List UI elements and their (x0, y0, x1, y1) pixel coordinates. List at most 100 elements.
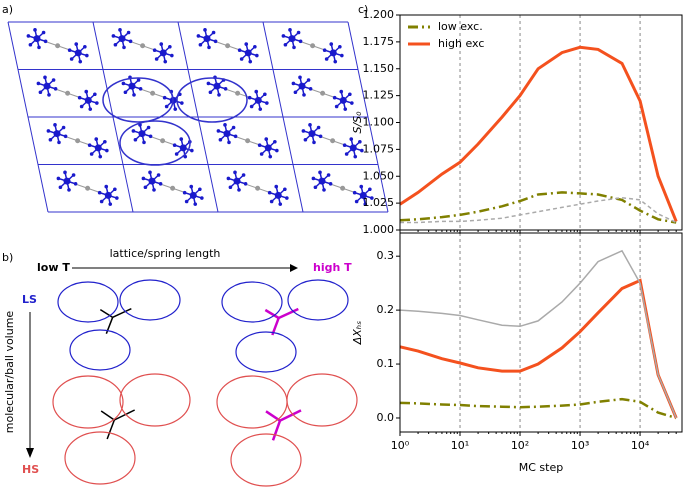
arrow-head (26, 448, 34, 458)
atom (74, 42, 79, 46)
atom (58, 185, 63, 190)
atom (298, 82, 306, 90)
atom (148, 177, 156, 185)
ball (287, 279, 349, 321)
atom (138, 86, 143, 91)
atom (48, 137, 53, 142)
series-line (399, 249, 677, 419)
x-tick-label: 10³ (571, 439, 589, 452)
lattice-diagram (7, 21, 389, 213)
atom (322, 48, 327, 53)
spring (264, 308, 280, 320)
ball (119, 373, 191, 427)
atom (333, 59, 338, 64)
atom (306, 78, 311, 82)
atom (158, 181, 163, 186)
atom (237, 188, 241, 192)
high-t-label: high T (313, 261, 352, 274)
ball (69, 329, 131, 371)
atom (43, 82, 51, 90)
atom (141, 176, 146, 181)
atom (326, 173, 331, 177)
atom (313, 185, 318, 190)
atom (308, 130, 316, 138)
atom (237, 48, 242, 53)
panel-label: a) (2, 3, 13, 16)
atom (164, 104, 169, 109)
atom (274, 184, 279, 189)
atom (363, 202, 368, 206)
atom (303, 137, 308, 142)
y-tick-label: 1.000 (363, 223, 395, 236)
atom (71, 173, 76, 177)
atom (103, 139, 107, 144)
atom (265, 101, 269, 105)
atom (254, 96, 262, 104)
atom (329, 49, 337, 57)
atom (43, 75, 47, 80)
atom (136, 78, 141, 82)
atom (121, 81, 126, 86)
atom (264, 137, 269, 141)
atom (359, 191, 367, 199)
atom (318, 134, 323, 139)
phase-diagram: lattice/spring length low T high T LS HS… (3, 247, 358, 487)
y-tick-label: 1.025 (363, 196, 395, 209)
atom (63, 177, 71, 185)
node (55, 43, 61, 49)
spring (100, 410, 115, 421)
plot-frame (399, 14, 683, 231)
atom (226, 176, 231, 181)
atom (318, 177, 326, 185)
atom (339, 96, 347, 104)
ball (52, 375, 124, 429)
node (85, 185, 91, 191)
atom (291, 81, 296, 86)
atom (281, 34, 286, 38)
atom (267, 190, 272, 195)
atom (179, 144, 187, 152)
atom (148, 134, 153, 139)
node (140, 43, 146, 49)
atom (118, 28, 122, 32)
atom (203, 28, 207, 32)
atom (104, 191, 112, 199)
atom (41, 30, 46, 35)
atom (348, 92, 352, 97)
atom (233, 177, 241, 185)
y-axis-label: ΔXₕₛ (351, 321, 364, 346)
atom (56, 176, 61, 181)
atom (285, 196, 289, 200)
y-tick-label: 1.200 (363, 8, 395, 21)
atom (33, 35, 41, 43)
ball (57, 281, 119, 323)
atom (248, 59, 253, 64)
ball (119, 279, 181, 321)
ball (216, 375, 288, 429)
atom (111, 34, 116, 38)
low-t-label: low T (37, 261, 70, 274)
panel-label: c) (358, 3, 368, 16)
atom (123, 90, 128, 95)
atom (349, 144, 357, 152)
atom (47, 93, 51, 97)
atom (93, 92, 97, 97)
arrow-head (290, 264, 298, 272)
atom (98, 154, 103, 159)
node (320, 90, 326, 96)
atom (316, 125, 321, 130)
atom (193, 202, 198, 206)
atom (36, 81, 41, 86)
atom (243, 181, 248, 186)
y-tick-label: 1.050 (363, 169, 395, 182)
node (310, 43, 316, 49)
atom (207, 45, 211, 50)
atom (328, 181, 333, 186)
atom (159, 49, 167, 57)
atom (288, 35, 296, 43)
panel-label: b) (2, 251, 13, 264)
atom (334, 104, 339, 109)
atom (113, 42, 118, 47)
atom (190, 148, 194, 153)
atom (349, 137, 354, 141)
